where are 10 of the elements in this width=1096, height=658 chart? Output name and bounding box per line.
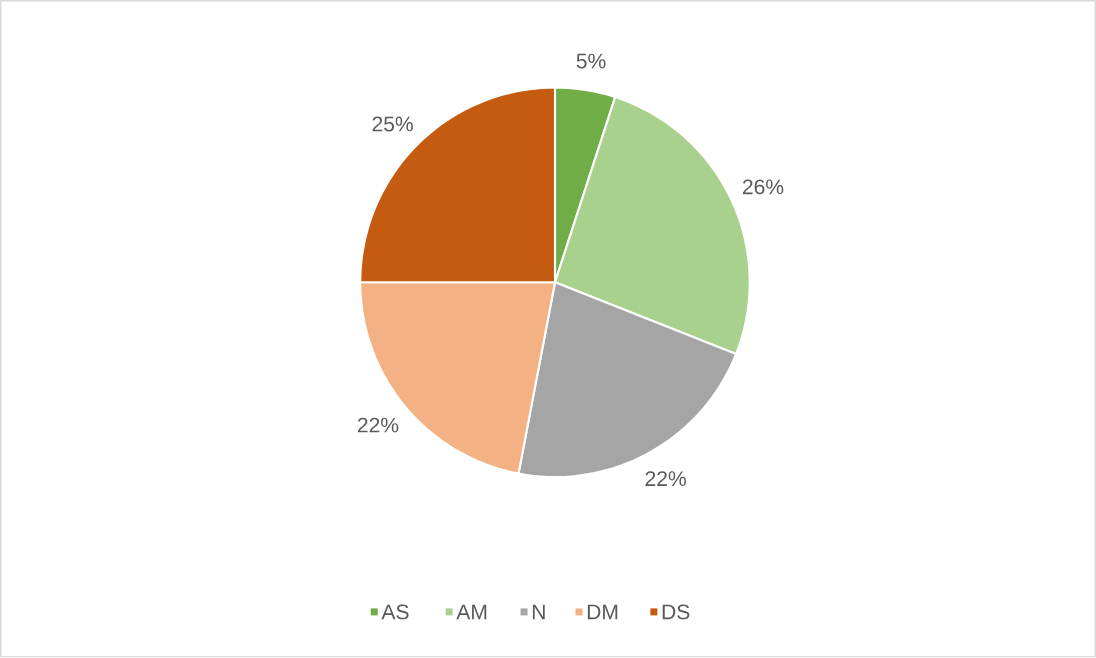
legend-label: AM xyxy=(456,604,487,620)
legend-label: N xyxy=(532,604,545,620)
data-label: 22% xyxy=(645,471,686,487)
legend-label: AS xyxy=(381,604,409,620)
legend-label: DS xyxy=(662,604,690,620)
data-label: 26% xyxy=(742,179,784,195)
data-label: 22% xyxy=(357,417,399,433)
legend-label: DM xyxy=(587,604,618,620)
data-label: 5% xyxy=(576,53,606,69)
data-label: 25% xyxy=(372,116,413,132)
